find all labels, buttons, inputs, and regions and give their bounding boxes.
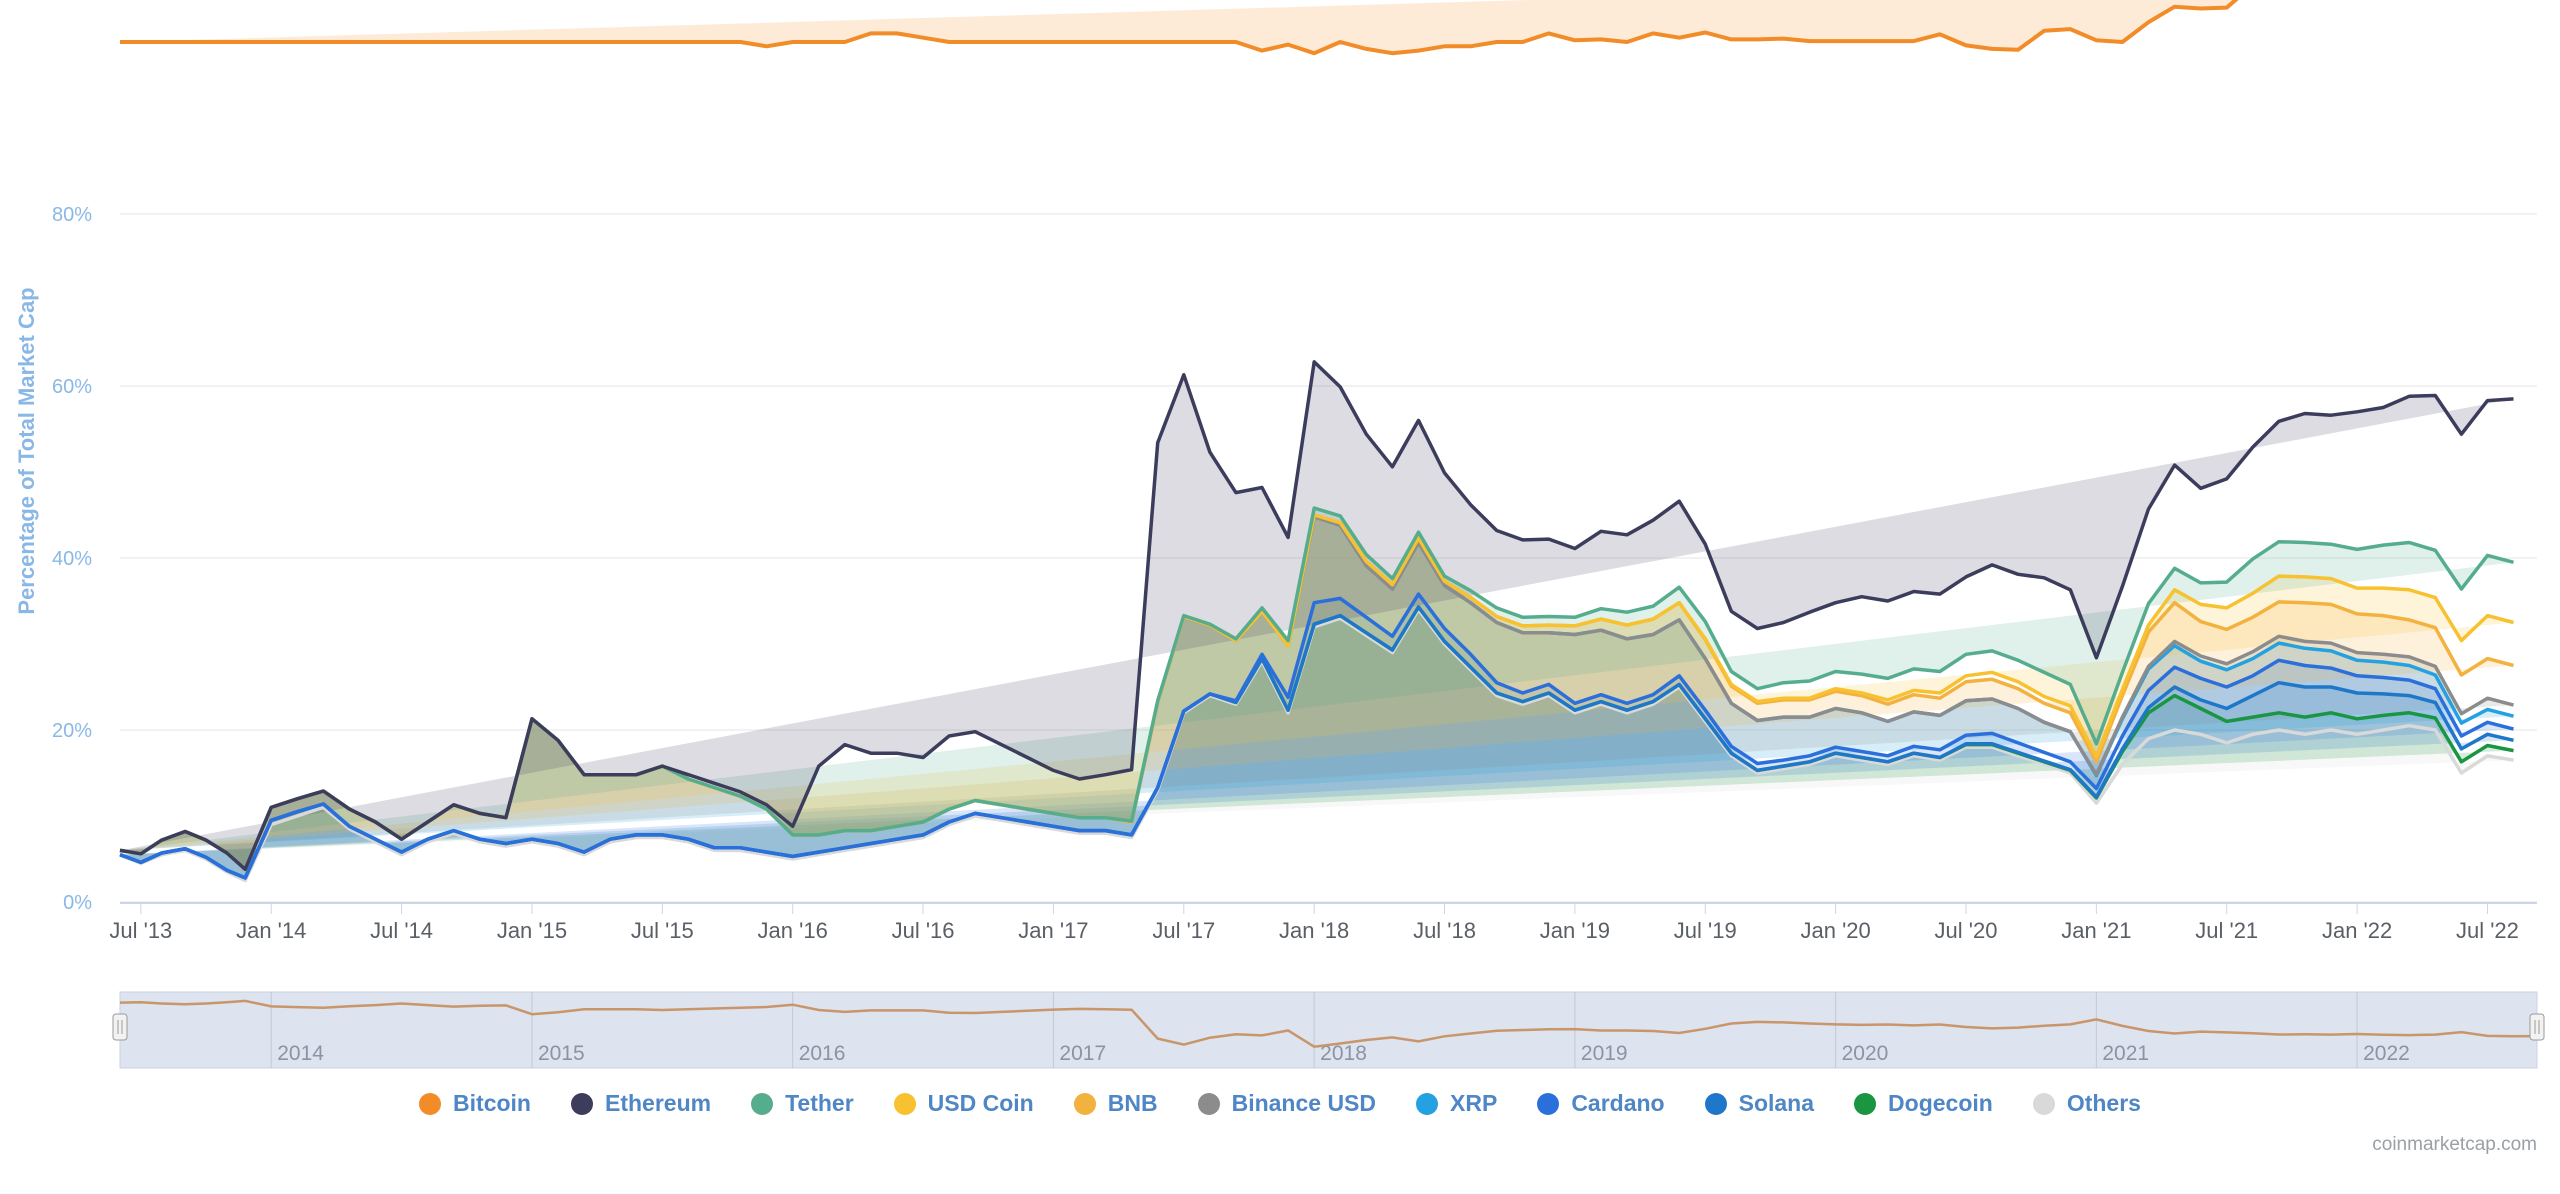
legend-label: BNB [1107,1090,1158,1116]
legend-marker-icon [893,1092,916,1115]
series-lines [119,0,2514,883]
y-tick-label: 0% [63,892,92,914]
legend-label: Tether [785,1090,854,1116]
navigator-label: 2020 [1842,1042,1889,1065]
y-axis-title: Percentage of Total Market Cap [14,287,39,614]
legend-item-others[interactable]: Others [2032,1090,2141,1117]
x-tick-label: Jan '17 [1018,918,1088,943]
x-tick-label: Jan '19 [1540,918,1610,943]
x-tick-label: Jan '22 [2322,918,2392,943]
x-tick-label: Jul '16 [892,918,955,943]
legend-item-bnb[interactable]: BNB [1073,1090,1158,1117]
legend-item-bitcoin[interactable]: Bitcoin [419,1090,531,1117]
x-tick-label: Jan '16 [758,918,828,943]
legend-label: Ethereum [604,1090,712,1116]
legend-label: Cardano [1571,1090,1665,1116]
legend-item-solana[interactable]: Solana [1704,1090,1815,1117]
legend-label: Others [2066,1090,2141,1116]
navigator-label: 2018 [1320,1042,1367,1065]
x-tick-label: Jul '22 [2456,918,2519,943]
area-usd-coin [120,515,2514,870]
legend-marker-icon [751,1092,774,1115]
legend-label: XRP [1450,1090,1498,1116]
chart-legend: Bitcoin Ethereum Tether USD Coin BNB Binance … [0,1090,2560,1117]
area-solana [120,607,2514,878]
x-tick-label: Jan '18 [1279,918,1349,943]
x-tick-label: Jul '17 [1152,918,1215,943]
x-tick-label: Jan '15 [497,918,567,943]
area-bitcoin [120,0,2236,54]
x-tick-label: Jul '15 [631,918,694,943]
legend-label: Dogecoin [1888,1090,1993,1116]
range-navigator[interactable]: 2014 2015 2016 2017 2018 2019 2020 2021 2022 [112,991,2545,1069]
y-axis: 0% 20% 40% 60% 80% [52,204,92,914]
legend-label: Solana [1738,1090,1815,1116]
legend-item-binance-usd[interactable]: Binance USD [1197,1090,1377,1117]
x-tick-label: Jan '21 [2061,918,2131,943]
area-cardano [120,594,2514,878]
area-ethereum [120,361,2514,870]
legend-marker-icon [1704,1092,1727,1115]
legend-marker-icon [419,1092,442,1115]
legend-label: Bitcoin [453,1090,531,1116]
navigator-label: 2021 [2102,1042,2149,1065]
legend-item-cardano[interactable]: Cardano [1537,1090,1665,1117]
legend-item-usd-coin[interactable]: USD Coin [893,1090,1034,1117]
legend-marker-icon [570,1092,593,1115]
x-axis: Jul '13 Jan '14 Jul '14 Jan '15 Jul '15 Jan '… [109,902,2537,943]
area-binance-usd [120,516,2514,870]
x-tick-label: Jul '14 [370,918,433,943]
stacked-areas [120,0,2514,881]
legend-item-ethereum[interactable]: Ethereum [570,1090,712,1117]
y-tick-label: 20% [52,720,92,742]
navigator-right-handle[interactable] [2529,1013,2545,1041]
legend-item-dogecoin[interactable]: Dogecoin [1854,1090,1993,1117]
legend-marker-icon [2032,1092,2055,1115]
area-xrp [120,516,2514,870]
legend-label: Binance USD [1231,1090,1377,1116]
x-tick-label: Jul '18 [1413,918,1476,943]
navigator-left-handle[interactable] [112,1013,128,1041]
navigator-label: 2014 [277,1042,324,1065]
navigator-mask [119,991,2538,1069]
line-bitcoin [120,0,2239,56]
x-tick-label: Jul '19 [1674,918,1737,943]
area-tether [120,508,2514,870]
x-tick-label: Jan '14 [236,918,306,943]
y-tick-label: 80% [52,204,92,226]
legend-item-tether[interactable]: Tether [751,1090,854,1117]
x-tick-label: Jul '20 [1935,918,1998,943]
navigator-label: 2015 [538,1042,585,1065]
line-cardano [119,592,2514,880]
legend-marker-icon [1197,1092,1220,1115]
navigator-label: 2016 [799,1042,846,1065]
navigator-label: 2017 [1059,1042,1106,1065]
legend-marker-icon [1537,1092,1560,1115]
area-bnb [120,515,2514,870]
x-tick-label: Jan '20 [1800,918,1870,943]
legend-label: USD Coin [927,1090,1034,1116]
legend-marker-icon [1073,1092,1096,1115]
legend-item-xrp[interactable]: XRP [1416,1090,1497,1117]
area-others [120,609,2514,881]
x-tick-label: Jul '13 [109,918,172,943]
navigator-label: 2022 [2363,1042,2410,1065]
area-dogecoin [120,607,2514,878]
y-tick-label: 40% [52,548,92,570]
line-ethereum [119,360,2514,872]
x-tick-label: Jul '21 [2195,918,2258,943]
legend-marker-icon [1416,1092,1439,1115]
y-tick-label: 60% [52,376,92,398]
credit-text[interactable]: coinmarketcap.com [2372,1134,2537,1155]
navigator-label: 2019 [1581,1042,1628,1065]
navigator-line [119,999,2538,1048]
legend-marker-icon [1854,1092,1877,1115]
